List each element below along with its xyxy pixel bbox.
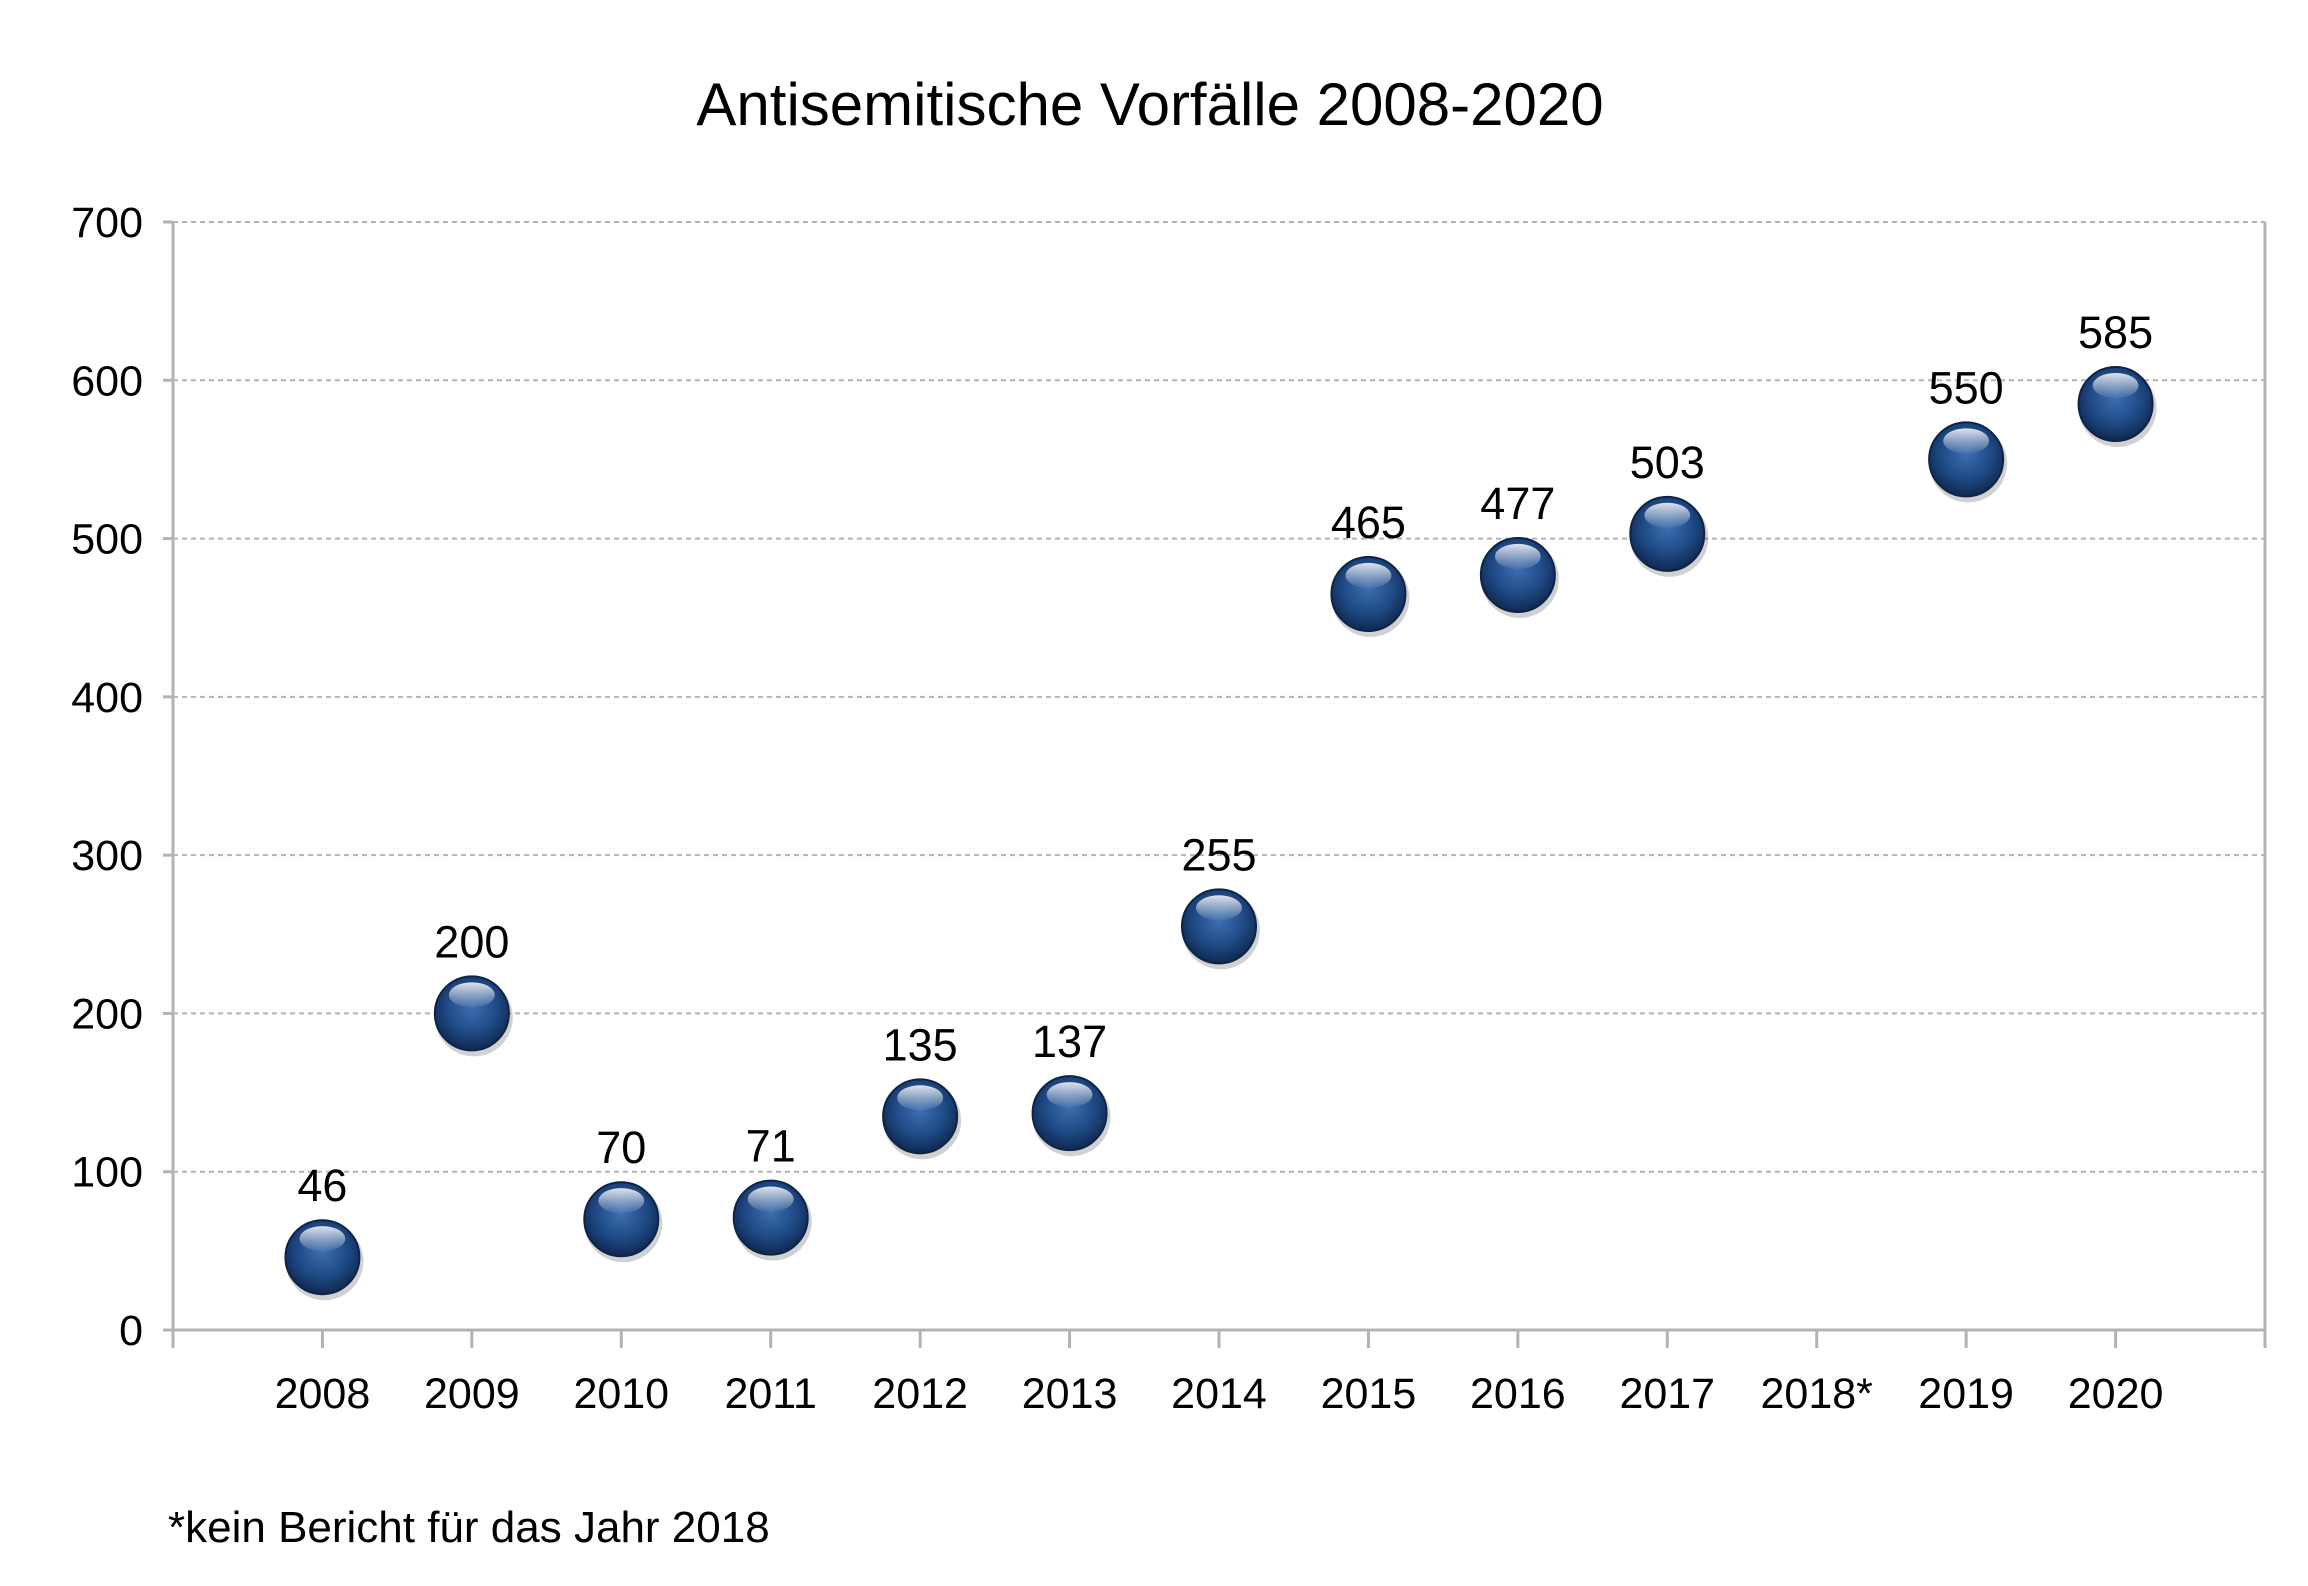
data-point: [732, 1179, 812, 1261]
y-tick-label: 300: [71, 832, 143, 880]
data-labels: 46 200 70 71 135 137 255 465 477 503 550 585: [297, 307, 2153, 1211]
x-tick-label: 2016: [1470, 1370, 1566, 1418]
data-label: 200: [434, 916, 509, 967]
data-point: [583, 1181, 663, 1263]
data-point-highlight: [1644, 502, 1691, 528]
x-tick-label: 2012: [872, 1370, 968, 1418]
data-point: [2077, 366, 2157, 448]
x-tick-label: 2011: [724, 1370, 816, 1418]
data-label: 477: [1480, 478, 1555, 529]
data-point-highlight: [299, 1226, 346, 1252]
data-label: 70: [596, 1122, 646, 1173]
x-tick-label: 2015: [1321, 1370, 1417, 1418]
data-point-highlight: [598, 1188, 645, 1214]
y-tick-label: 0: [119, 1307, 143, 1355]
data-point-highlight: [1046, 1082, 1093, 1108]
x-tick-label: 2019: [1918, 1370, 2014, 1418]
x-tick-label: 2018*: [1761, 1370, 1874, 1418]
x-tick-label: 2020: [2068, 1370, 2164, 1418]
data-point: [1330, 555, 1410, 637]
x-tick-label: 2017: [1619, 1370, 1715, 1418]
data-point: [433, 975, 513, 1057]
data-label: 503: [1630, 437, 1705, 488]
data-label: 135: [883, 1019, 958, 1070]
y-tick-label: 200: [71, 990, 143, 1038]
y-axis-tick-labels: 0 100 200 300 400 500 600 700: [71, 199, 143, 1355]
y-tick-label: 700: [71, 199, 143, 247]
data-point-highlight: [2092, 372, 2139, 399]
data-point-highlight: [747, 1186, 794, 1212]
data-label: 137: [1032, 1016, 1107, 1067]
data-points: [284, 366, 2157, 1301]
x-tick-label: 2014: [1171, 1370, 1267, 1418]
data-label: 255: [1181, 829, 1256, 880]
x-tick-label: 2010: [573, 1370, 669, 1418]
data-point-highlight: [1196, 895, 1242, 921]
data-point-highlight: [1345, 562, 1392, 589]
y-tick-label: 500: [71, 516, 143, 564]
data-point-highlight: [1943, 428, 1990, 454]
data-label: 46: [297, 1160, 347, 1211]
data-point: [1629, 495, 1709, 577]
gridlines: [173, 221, 2265, 1173]
data-label: 550: [1929, 362, 2004, 413]
data-label: 585: [2078, 307, 2153, 358]
data-point-highlight: [1494, 543, 1541, 570]
data-label: 465: [1331, 497, 1406, 548]
y-tick-label: 600: [71, 357, 143, 405]
data-point: [1928, 421, 2008, 503]
footnote: *kein Bericht für das Jahr 2018: [168, 1503, 770, 1552]
data-point-highlight: [897, 1085, 944, 1111]
data-point: [1031, 1075, 1111, 1157]
x-axis-tick-labels: 2008 2009 2010 2011 2012 2013 2014 2015 2016 2017…: [275, 1370, 2164, 1418]
x-tick-label: 2009: [424, 1370, 520, 1418]
x-tick-label: 2008: [275, 1370, 371, 1418]
y-tick-label: 400: [71, 674, 143, 722]
y-tick-label: 100: [71, 1149, 143, 1197]
chart-title: Antisemitische Vorfälle 2008-2020: [696, 71, 1603, 138]
data-point: [1479, 536, 1559, 618]
data-point-highlight: [448, 982, 495, 1008]
data-point: [284, 1219, 364, 1301]
axes: [163, 220, 2267, 1348]
x-tick-label: 2013: [1022, 1370, 1118, 1418]
data-label: 71: [746, 1121, 796, 1172]
data-point: [882, 1078, 962, 1160]
data-point: [1181, 888, 1260, 970]
